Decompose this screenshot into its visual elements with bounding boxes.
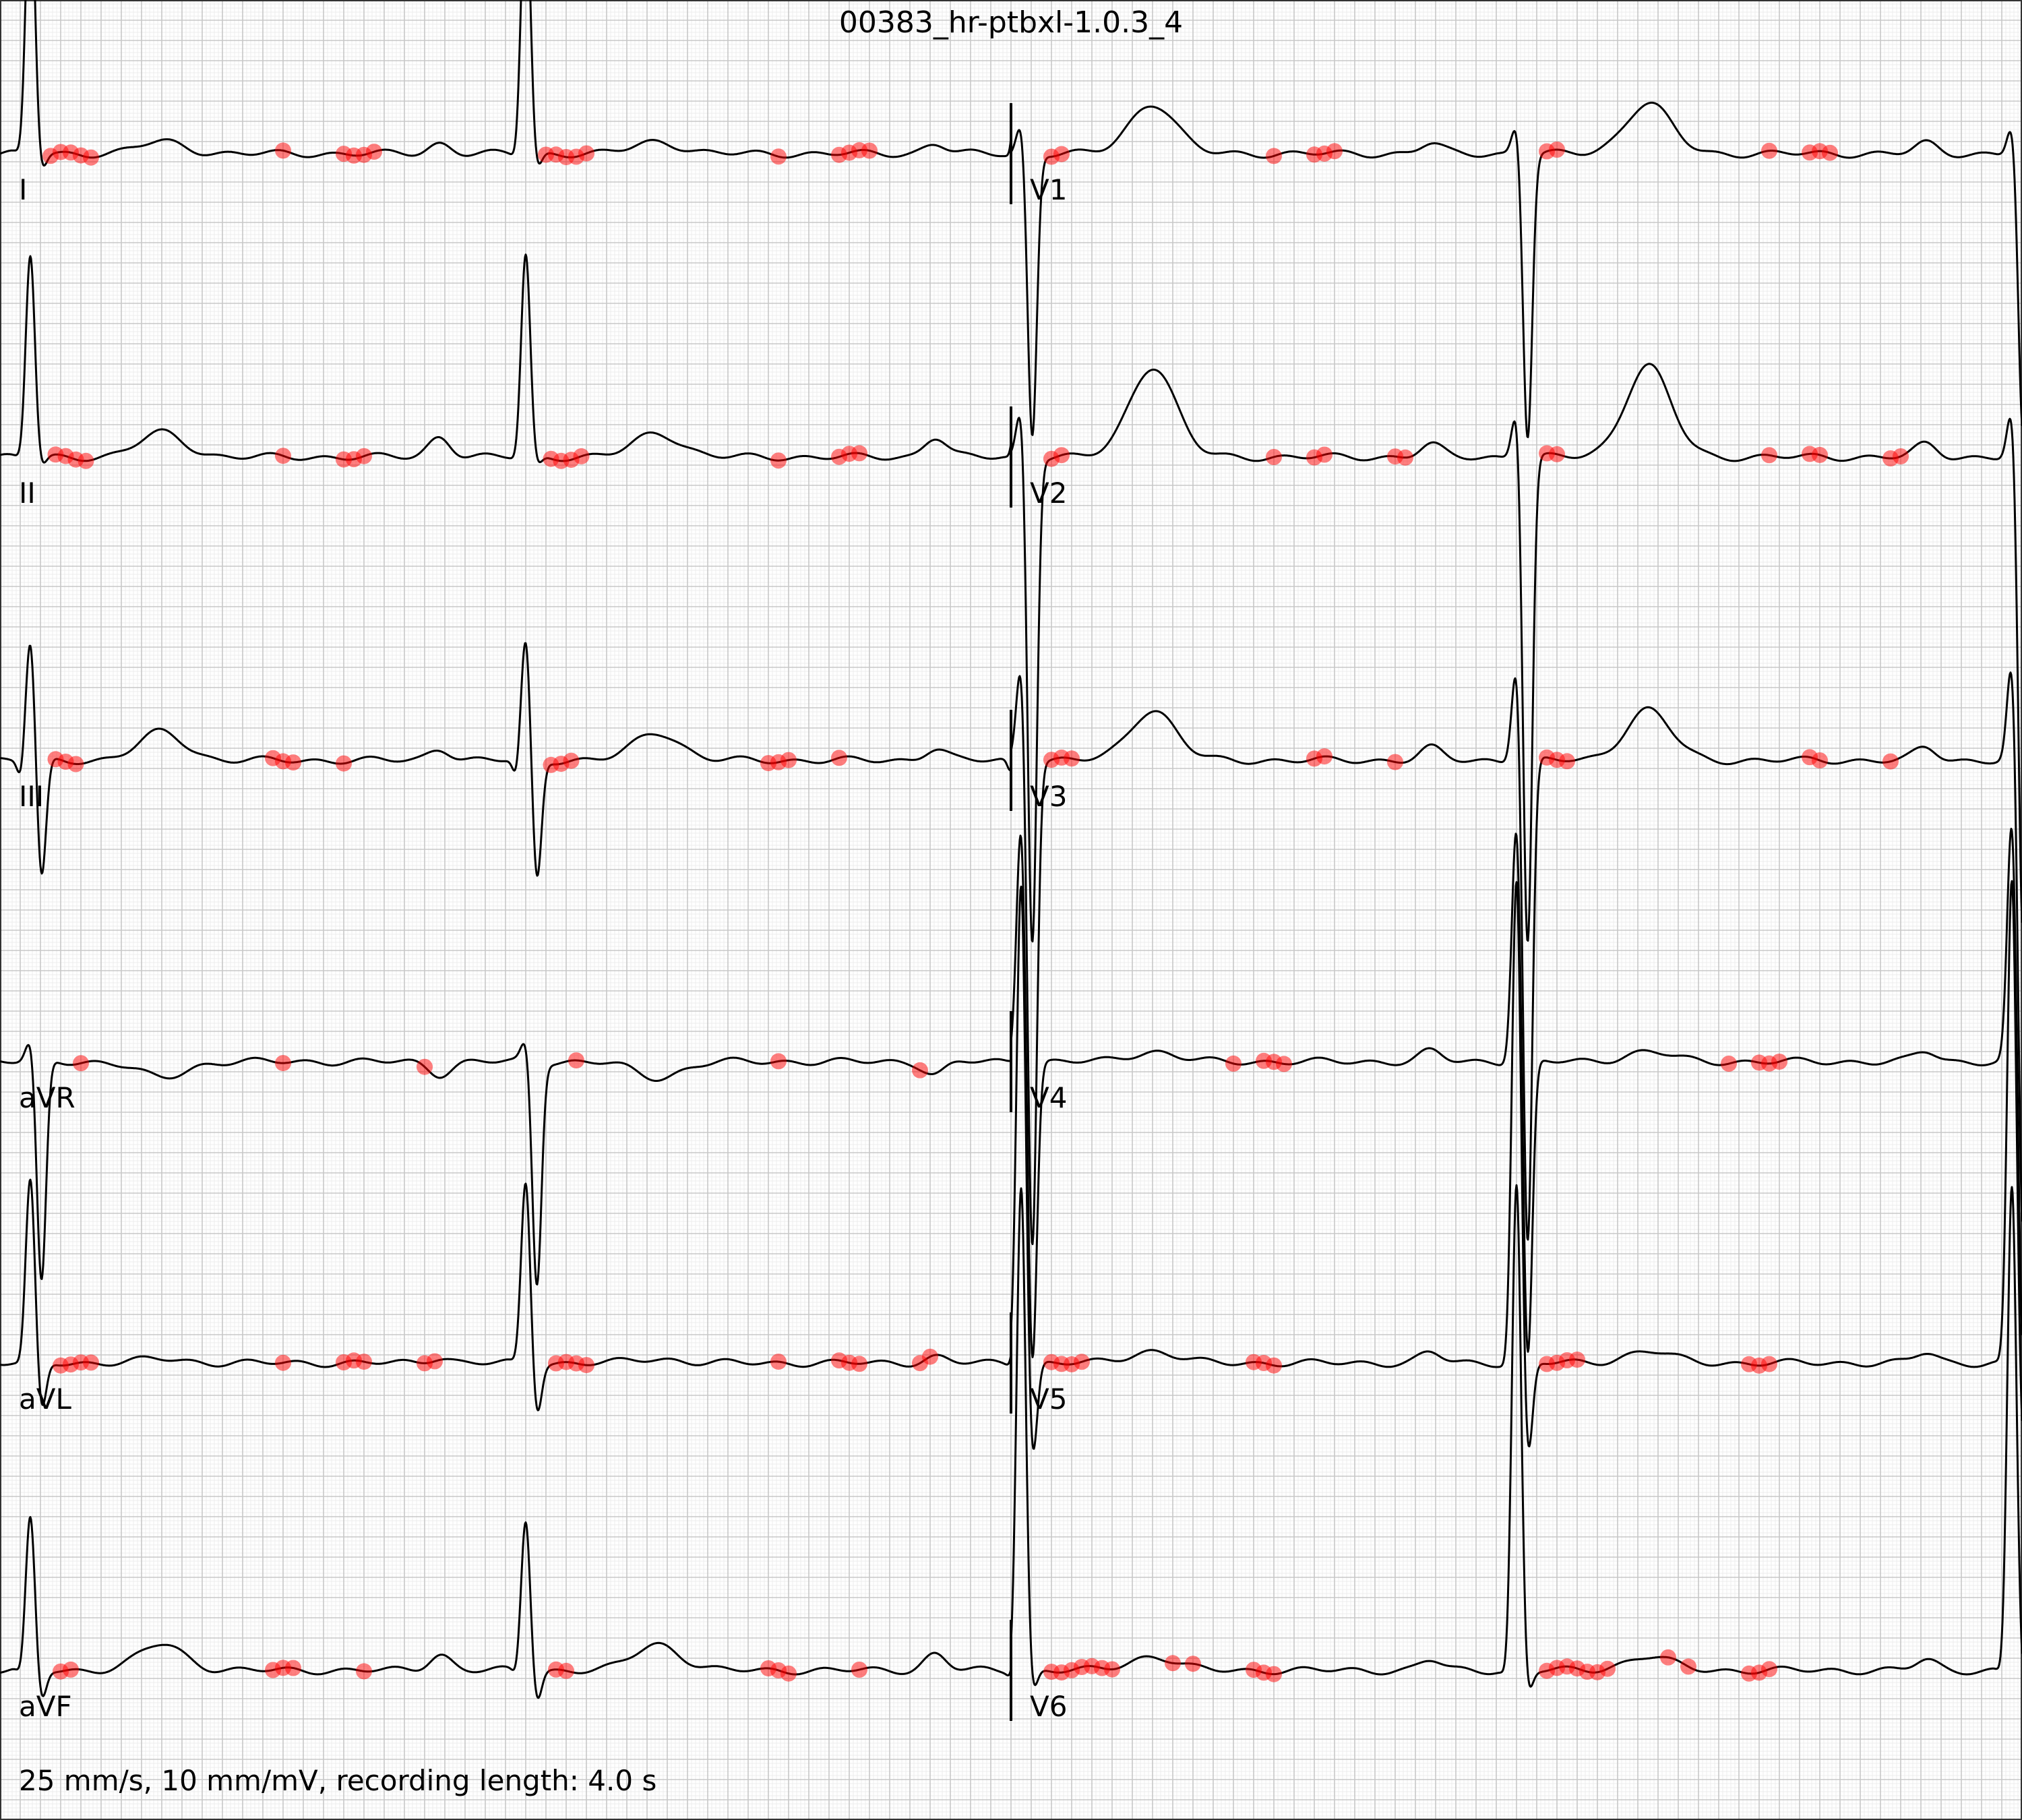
marker-V4-2-0 — [1225, 1056, 1242, 1072]
marker-V2-2-1 — [1053, 447, 1070, 463]
marker-I-0-5 — [275, 142, 291, 158]
marker-V3-2-2 — [1064, 750, 1080, 766]
lead-label-V6: V6 — [1030, 1690, 1067, 1723]
marker-aVR-1-0 — [568, 1052, 584, 1068]
lead-label-V5: V5 — [1030, 1383, 1067, 1416]
marker-V6-2-11 — [1266, 1666, 1282, 1682]
marker-III-1-5 — [780, 752, 797, 768]
marker-V2-3-4 — [1812, 447, 1828, 463]
marker-II-0-4 — [275, 448, 291, 464]
marker-V3-3-5 — [1882, 754, 1899, 770]
marker-V5-3-3 — [1569, 1352, 1585, 1368]
marker-V6-2-7 — [1165, 1655, 1181, 1671]
marker-aVR-0-1 — [275, 1055, 291, 1071]
marker-V6-2-6 — [1104, 1662, 1120, 1678]
marker-aVL-0-9 — [427, 1354, 443, 1370]
marker-V1-2-1 — [1053, 146, 1070, 162]
marker-I-1-4 — [578, 146, 594, 162]
marker-V2-2-4 — [1316, 447, 1332, 463]
lead-label-aVR: aVR — [19, 1081, 75, 1114]
marker-V5-3-6 — [1761, 1356, 1777, 1372]
lead-label-III: III — [19, 780, 44, 813]
chart-footer: 25 mm/s, 10 mm/mV, recording length: 4.0… — [19, 1764, 656, 1797]
marker-V6-3-7 — [1660, 1649, 1676, 1666]
lead-label-V4: V4 — [1030, 1081, 1067, 1114]
lead-label-V3: V3 — [1030, 780, 1067, 813]
marker-V6-3-6 — [1599, 1661, 1616, 1677]
marker-V2-2-2 — [1266, 449, 1282, 465]
marker-aVF-1-5 — [851, 1662, 867, 1678]
chart-title: 00383_hr-ptbxl-1.0.3_4 — [839, 5, 1183, 40]
lead-label-V1: V1 — [1030, 173, 1067, 206]
marker-II-1-7 — [851, 445, 867, 461]
marker-aVL-1-9 — [922, 1349, 938, 1365]
marker-aVL-1-4 — [770, 1354, 787, 1370]
marker-V4-2-3 — [1276, 1056, 1292, 1072]
marker-aVL-1-7 — [851, 1356, 867, 1372]
marker-II-1-4 — [770, 452, 787, 468]
marker-aVF-0-1 — [63, 1662, 79, 1678]
lead-label-I: I — [19, 173, 27, 206]
marker-III-0-2 — [68, 756, 84, 772]
marker-V3-3-2 — [1559, 753, 1575, 769]
marker-I-0-4 — [83, 150, 99, 166]
marker-V4-3-3 — [1771, 1054, 1787, 1070]
lead-label-V2: V2 — [1030, 477, 1067, 510]
marker-aVL-0-7 — [356, 1354, 372, 1370]
marker-V1-2-2 — [1266, 148, 1282, 164]
lead-label-aVL: aVL — [19, 1383, 71, 1416]
marker-III-0-6 — [336, 756, 352, 772]
marker-aVF-1-1 — [558, 1663, 574, 1679]
marker-V4-3-0 — [1721, 1056, 1737, 1072]
marker-II-0-3 — [78, 453, 94, 469]
marker-V1-3-1 — [1549, 142, 1565, 158]
lead-label-aVF: aVF — [19, 1690, 72, 1723]
marker-V1-3-5 — [1822, 145, 1838, 161]
marker-V3-3-4 — [1812, 752, 1828, 768]
marker-V5-2-6 — [1266, 1358, 1282, 1374]
marker-III-1-2 — [563, 753, 580, 769]
marker-aVR-1-2 — [912, 1062, 928, 1079]
marker-V2-3-6 — [1893, 448, 1909, 464]
marker-V6-3-8 — [1680, 1658, 1696, 1674]
marker-aVR-0-2 — [417, 1059, 433, 1075]
marker-aVL-0-4 — [275, 1355, 291, 1371]
marker-I-0-9 — [366, 144, 382, 160]
lead-label-II: II — [19, 477, 36, 510]
marker-aVF-1-4 — [780, 1666, 797, 1682]
marker-V5-2-3 — [1074, 1354, 1090, 1370]
marker-III-0-5 — [285, 754, 301, 770]
marker-III-1-6 — [831, 750, 847, 766]
marker-aVL-1-3 — [578, 1357, 594, 1373]
marker-aVF-0-4 — [285, 1660, 301, 1676]
marker-I-1-9 — [861, 143, 878, 159]
marker-I-1-5 — [770, 148, 787, 164]
marker-V2-3-2 — [1761, 447, 1777, 463]
marker-V6-2-8 — [1185, 1656, 1201, 1672]
marker-V6-3-11 — [1761, 1661, 1777, 1677]
marker-aVR-0-0 — [73, 1055, 89, 1071]
marker-V3-2-4 — [1316, 748, 1332, 764]
marker-V2-3-1 — [1549, 446, 1565, 462]
marker-aVF-0-5 — [356, 1663, 372, 1679]
marker-aVR-1-1 — [770, 1053, 787, 1069]
marker-II-1-3 — [574, 448, 590, 464]
marker-II-0-7 — [356, 448, 372, 464]
marker-V1-3-2 — [1761, 143, 1777, 159]
marker-aVL-0-3 — [83, 1354, 99, 1370]
marker-V3-2-5 — [1387, 754, 1403, 770]
marker-V2-2-6 — [1397, 450, 1413, 466]
marker-V1-2-5 — [1326, 143, 1343, 159]
